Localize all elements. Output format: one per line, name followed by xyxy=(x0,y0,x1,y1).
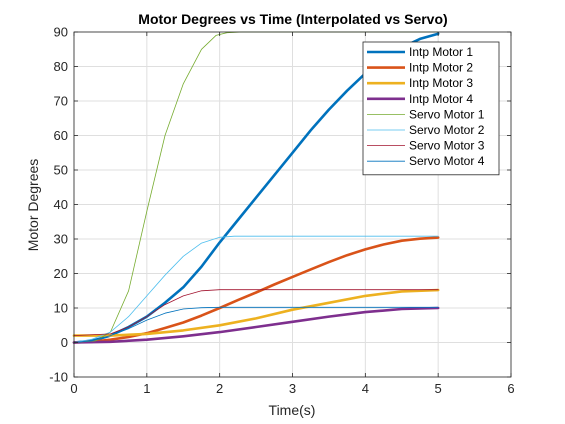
x-tick-label-6: 6 xyxy=(507,381,514,396)
x-tick-label-2: 2 xyxy=(216,381,223,396)
y-tick-label-5: 40 xyxy=(54,197,68,212)
series-line-3 xyxy=(72,288,440,337)
legend-label-5: Servo Motor 1 xyxy=(409,107,485,121)
x-axis-label: Time(s) xyxy=(269,402,316,418)
legend-label-7: Servo Motor 3 xyxy=(409,139,485,153)
x-tick-label-5: 5 xyxy=(435,381,442,396)
x-tick-label-4: 4 xyxy=(362,381,369,396)
y-tick-label-10: 90 xyxy=(54,25,68,40)
legend-label-3: Intp Motor 3 xyxy=(409,76,473,90)
y-tick-label-1: 0 xyxy=(61,335,68,350)
legend-label-1: Intp Motor 1 xyxy=(409,45,473,59)
series-line-4 xyxy=(72,306,440,344)
y-tick-label-2: 10 xyxy=(54,301,68,316)
x-tick-label-1: 1 xyxy=(143,381,150,396)
y-tick-label-6: 50 xyxy=(54,163,68,178)
y-tick-label-3: 20 xyxy=(54,266,68,281)
chart-title: Motor Degrees vs Time (Interpolated vs S… xyxy=(138,11,447,27)
legend-label-4: Intp Motor 4 xyxy=(409,92,473,106)
x-tick-label-3: 3 xyxy=(289,381,296,396)
y-axis-label: Motor Degrees xyxy=(25,159,41,252)
legend-label-2: Intp Motor 2 xyxy=(409,61,473,75)
y-tick-label-4: 30 xyxy=(54,232,68,247)
y-tick-label-8: 70 xyxy=(54,94,68,109)
y-tick-label-9: 80 xyxy=(54,59,68,74)
x-tick-label-0: 0 xyxy=(70,381,77,396)
series-line-7 xyxy=(73,289,439,337)
y-tick-label-7: 60 xyxy=(54,128,68,143)
legend-label-8: Servo Motor 4 xyxy=(409,154,485,168)
series-line-8 xyxy=(73,306,439,343)
series-line-6 xyxy=(73,235,439,343)
y-tick-label-0: -10 xyxy=(49,370,68,385)
legend-label-6: Servo Motor 2 xyxy=(409,123,485,137)
legend-box xyxy=(362,41,500,176)
